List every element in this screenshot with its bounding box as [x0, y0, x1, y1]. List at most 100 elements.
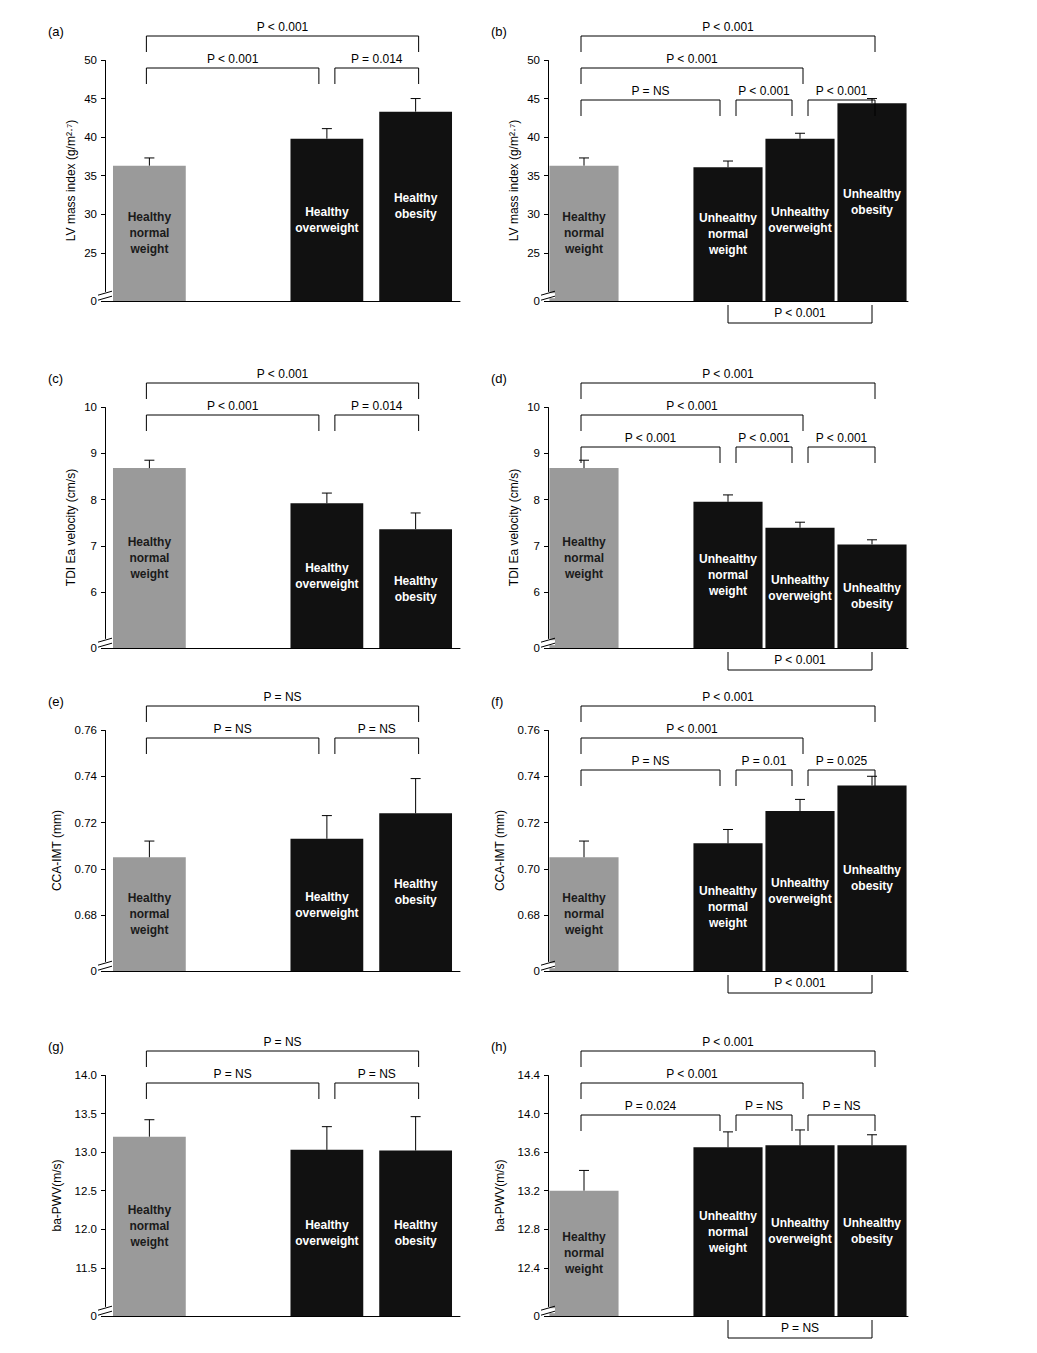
- svg-text:8: 8: [534, 494, 540, 506]
- svg-text:Healthy: Healthy: [394, 191, 438, 205]
- svg-text:P = NS: P = NS: [214, 1067, 252, 1081]
- svg-text:P = NS: P = NS: [358, 1067, 396, 1081]
- svg-text:weight: weight: [129, 242, 168, 256]
- svg-text:Unhealthy: Unhealthy: [699, 552, 757, 566]
- svg-text:ba-PWV(m/s): ba-PWV(m/s): [493, 1159, 507, 1231]
- svg-text:0.74: 0.74: [75, 770, 98, 782]
- svg-text:8: 8: [91, 494, 97, 506]
- svg-text:Unhealthy: Unhealthy: [699, 884, 757, 898]
- svg-text:P < 0.001: P < 0.001: [702, 367, 754, 381]
- svg-text:Healthy: Healthy: [394, 877, 438, 891]
- svg-text:obesity: obesity: [395, 893, 437, 907]
- svg-text:0: 0: [91, 1310, 97, 1322]
- svg-text:0: 0: [534, 642, 540, 654]
- svg-text:0: 0: [534, 295, 540, 307]
- svg-text:overweight: overweight: [768, 892, 831, 906]
- svg-text:normal: normal: [129, 551, 169, 565]
- svg-text:0: 0: [534, 1310, 540, 1322]
- svg-text:weight: weight: [564, 923, 603, 937]
- svg-text:9: 9: [534, 447, 540, 459]
- svg-text:normal: normal: [708, 1225, 748, 1239]
- svg-text:7: 7: [91, 540, 97, 552]
- svg-text:P < 0.001: P < 0.001: [738, 431, 790, 445]
- svg-text:0.74: 0.74: [518, 770, 541, 782]
- svg-text:P = NS: P = NS: [263, 1035, 301, 1049]
- svg-text:P < 0.001: P < 0.001: [666, 1067, 718, 1081]
- svg-text:normal: normal: [564, 226, 604, 240]
- svg-text:6: 6: [91, 586, 97, 598]
- svg-text:P = 0.025: P = 0.025: [816, 754, 868, 768]
- svg-text:P < 0.001: P < 0.001: [207, 399, 259, 413]
- svg-text:normal: normal: [564, 1246, 604, 1260]
- svg-text:Unhealthy: Unhealthy: [771, 876, 829, 890]
- svg-text:P < 0.001: P < 0.001: [702, 20, 754, 34]
- svg-text:P = 0.024: P = 0.024: [625, 1099, 677, 1113]
- svg-text:0.72: 0.72: [518, 817, 540, 829]
- svg-text:P < 0.001: P < 0.001: [774, 306, 826, 320]
- svg-text:P = 0.014: P = 0.014: [351, 399, 403, 413]
- svg-text:(b): (b): [491, 24, 507, 39]
- svg-text:TDI Ea velocity (cm/s): TDI Ea velocity (cm/s): [64, 469, 78, 586]
- svg-text:obesity: obesity: [395, 590, 437, 604]
- svg-text:13.5: 13.5: [75, 1108, 97, 1120]
- svg-text:50: 50: [84, 54, 97, 66]
- svg-text:P = NS: P = NS: [822, 1099, 860, 1113]
- svg-text:P < 0.001: P < 0.001: [816, 84, 868, 98]
- svg-text:obesity: obesity: [395, 207, 437, 221]
- svg-text:overweight: overweight: [768, 589, 831, 603]
- svg-text:P = NS: P = NS: [631, 754, 669, 768]
- svg-text:weight: weight: [129, 567, 168, 581]
- svg-text:Unhealthy: Unhealthy: [843, 863, 901, 877]
- svg-text:weight: weight: [708, 1241, 747, 1255]
- svg-text:40: 40: [527, 131, 540, 143]
- svg-text:Healthy: Healthy: [305, 890, 349, 904]
- svg-text:13.0: 13.0: [75, 1146, 97, 1158]
- svg-text:(d): (d): [491, 371, 507, 386]
- svg-text:Unhealthy: Unhealthy: [771, 1216, 829, 1230]
- svg-text:TDI Ea velocity (cm/s): TDI Ea velocity (cm/s): [507, 469, 521, 586]
- svg-text:normal: normal: [564, 551, 604, 565]
- svg-text:(c): (c): [48, 371, 63, 386]
- svg-text:12.8: 12.8: [518, 1223, 540, 1235]
- svg-text:LV mass index (g/m²·⁷): LV mass index (g/m²·⁷): [507, 120, 521, 241]
- svg-text:P < 0.001: P < 0.001: [774, 976, 826, 990]
- svg-text:normal: normal: [129, 1219, 169, 1233]
- svg-text:50: 50: [527, 54, 540, 66]
- svg-text:weight: weight: [708, 243, 747, 257]
- svg-text:P < 0.001: P < 0.001: [666, 52, 718, 66]
- svg-text:obesity: obesity: [851, 879, 893, 893]
- svg-text:0.68: 0.68: [518, 909, 540, 921]
- svg-text:Healthy: Healthy: [562, 1230, 606, 1244]
- svg-text:13.6: 13.6: [518, 1146, 540, 1158]
- svg-text:P < 0.001: P < 0.001: [207, 52, 259, 66]
- svg-text:0: 0: [91, 642, 97, 654]
- svg-text:P < 0.001: P < 0.001: [738, 84, 790, 98]
- svg-text:weight: weight: [564, 1262, 603, 1276]
- svg-text:13.2: 13.2: [518, 1185, 540, 1197]
- svg-text:Healthy: Healthy: [128, 210, 172, 224]
- svg-text:25: 25: [84, 247, 97, 259]
- svg-text:Unhealthy: Unhealthy: [771, 573, 829, 587]
- svg-text:45: 45: [527, 93, 540, 105]
- svg-text:P < 0.001: P < 0.001: [257, 20, 309, 34]
- svg-text:normal: normal: [708, 227, 748, 241]
- svg-text:P < 0.001: P < 0.001: [257, 367, 309, 381]
- svg-text:Healthy: Healthy: [394, 1218, 438, 1232]
- svg-text:0.70: 0.70: [75, 863, 97, 875]
- svg-text:0.76: 0.76: [518, 724, 540, 736]
- svg-text:0.68: 0.68: [75, 909, 97, 921]
- svg-text:0: 0: [91, 965, 97, 977]
- svg-text:P = NS: P = NS: [631, 84, 669, 98]
- svg-text:overweight: overweight: [295, 906, 358, 920]
- svg-text:P < 0.001: P < 0.001: [816, 431, 868, 445]
- svg-text:overweight: overweight: [295, 221, 358, 235]
- svg-text:14.4: 14.4: [518, 1069, 541, 1081]
- svg-text:Healthy: Healthy: [128, 1203, 172, 1217]
- svg-text:Healthy: Healthy: [562, 210, 606, 224]
- svg-text:weight: weight: [129, 923, 168, 937]
- svg-text:30: 30: [84, 208, 97, 220]
- svg-text:14.0: 14.0: [518, 1108, 540, 1120]
- svg-text:35: 35: [84, 170, 97, 182]
- svg-text:35: 35: [527, 170, 540, 182]
- svg-text:Healthy: Healthy: [394, 574, 438, 588]
